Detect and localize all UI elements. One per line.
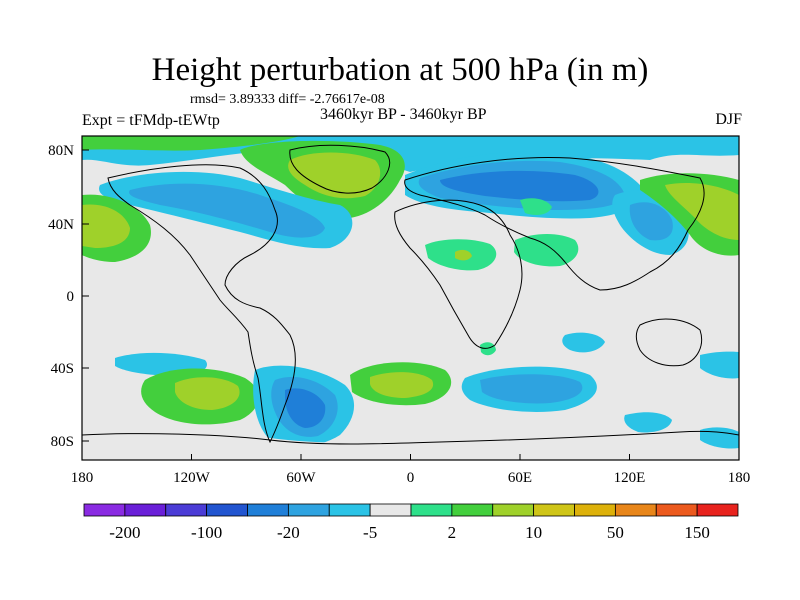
coastlines bbox=[82, 144, 739, 445]
lat-tick-label: 40S bbox=[51, 361, 74, 377]
antarctica-outline bbox=[82, 430, 739, 445]
lon-tick-label: 120W bbox=[173, 470, 211, 486]
contour-lightblue-namerica bbox=[129, 183, 325, 238]
contour-cyan-indian bbox=[562, 332, 605, 353]
stats-line: rmsd= 3.89333 diff= -2.76617e-08 bbox=[190, 92, 385, 107]
lon-tick-label: 0 bbox=[407, 470, 415, 486]
contour-lightblue-sindian bbox=[480, 374, 583, 404]
colorbar-swatch bbox=[614, 503, 657, 517]
contour-green-arctic bbox=[82, 136, 300, 151]
americas-outline bbox=[107, 164, 296, 444]
contour-lightblue-nwpacific bbox=[629, 202, 673, 241]
colorbar-swatch bbox=[124, 503, 167, 517]
contour-mint-centralasia bbox=[520, 198, 552, 215]
colorbar-label: 150 bbox=[684, 523, 710, 542]
contour-cyan-southern-ocean bbox=[624, 412, 672, 433]
latitude-axis: 80N 40N 0 40S 80S bbox=[48, 143, 89, 450]
colorbar-swatch bbox=[83, 503, 126, 517]
contour-mint-safrica bbox=[480, 342, 496, 356]
contour-field bbox=[82, 136, 739, 460]
colorbar-swatch bbox=[369, 503, 412, 517]
colorbar-label: -200 bbox=[109, 523, 140, 542]
lon-tick-label: 120E bbox=[614, 470, 646, 486]
colorbar-swatch bbox=[410, 503, 453, 517]
lat-tick-label: 40N bbox=[48, 217, 74, 233]
contour-cyan-spacific-east bbox=[700, 351, 739, 379]
experiment-label: Expt = tFMdp-tEWtp bbox=[82, 112, 220, 129]
plot-title: Height perturbation at 500 hPa (in m) bbox=[151, 52, 649, 88]
lat-tick-label: 80S bbox=[51, 434, 74, 450]
colorbar-swatch bbox=[287, 503, 330, 517]
eurasia-outline bbox=[404, 157, 705, 291]
colorbar-swatch bbox=[655, 503, 698, 517]
contour-yellowgreen-greenland bbox=[288, 152, 381, 199]
colorbar-swatch bbox=[247, 503, 289, 517]
colorbar-swatch bbox=[574, 503, 616, 517]
lon-tick-label: 60W bbox=[286, 470, 316, 486]
colorbar-swatch bbox=[533, 503, 575, 517]
colorbar-swatch bbox=[165, 503, 208, 517]
contour-yellowgreen-spacific bbox=[175, 377, 240, 410]
contour-blue-samerica bbox=[285, 388, 326, 428]
colorbar-swatch bbox=[328, 503, 371, 517]
lon-tick-label: 60E bbox=[508, 470, 532, 486]
colorbar-label: 2 bbox=[448, 523, 457, 542]
contour-yellowgreen-satlantic bbox=[370, 372, 434, 398]
colorbar-label: 50 bbox=[607, 523, 624, 542]
colorbar-swatch bbox=[451, 503, 494, 517]
longitude-axis: 180 120W 60W 0 60E 120E 180 bbox=[71, 454, 751, 486]
lat-tick-label: 80N bbox=[48, 143, 74, 159]
colorbar-label: 10 bbox=[525, 523, 542, 542]
contour-yellowgreen-nafrica bbox=[455, 249, 472, 261]
colorbar-labels: -200 -100 -20 -5 2 10 50 150 bbox=[109, 523, 710, 542]
contour-cyan-ross bbox=[700, 427, 739, 449]
africa-outline bbox=[394, 199, 523, 349]
australia-outline bbox=[635, 318, 703, 367]
lon-tick-label: 180 bbox=[71, 470, 94, 486]
contour-blue-eurasia bbox=[440, 170, 599, 202]
lon-tick-label: 180 bbox=[728, 470, 751, 486]
greenland-outline bbox=[289, 144, 390, 194]
contour-yellowgreen-npacific-west bbox=[82, 204, 130, 248]
colorbar-label: -20 bbox=[277, 523, 300, 542]
colorbar-swatch bbox=[696, 503, 739, 517]
colorbar-swatch bbox=[206, 503, 248, 517]
lat-tick-label: 0 bbox=[67, 289, 75, 305]
colorbar-label: -5 bbox=[363, 523, 377, 542]
colorbar-swatch bbox=[492, 503, 535, 517]
colorbar-label: -100 bbox=[191, 523, 222, 542]
period-label: 3460kyr BP - 3460kyr BP bbox=[320, 106, 487, 123]
season-label: DJF bbox=[715, 111, 742, 128]
colorbar bbox=[83, 503, 739, 517]
contour-yellowgreen-npacific-east bbox=[665, 183, 739, 240]
